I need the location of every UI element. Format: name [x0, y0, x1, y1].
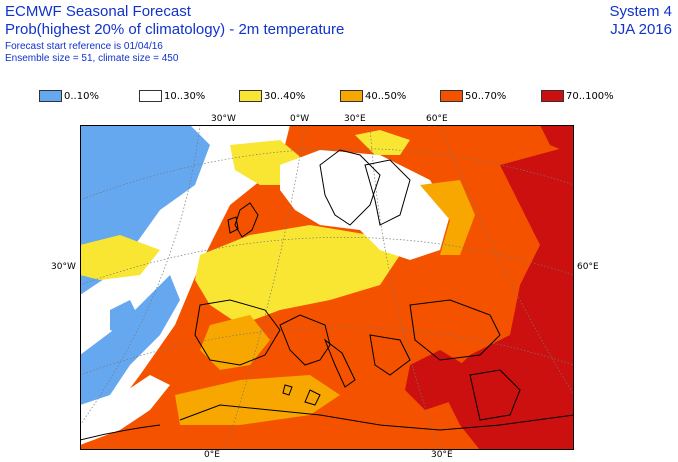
- legend-swatch-10-30: [139, 90, 162, 102]
- lon-label-30e-bottom: 30°E: [431, 450, 453, 460]
- region-30-40-central: [195, 225, 400, 325]
- legend-item: 30..40%: [239, 89, 305, 103]
- region-0-10-spot: [110, 300, 140, 335]
- ensemble-info: Ensemble size = 51, climate size = 450: [5, 53, 179, 64]
- map-canvas: [80, 125, 574, 450]
- probability-map: [80, 125, 574, 450]
- lon-label-0e-bottom: 0°E: [204, 450, 220, 460]
- legend-label: 40..50%: [365, 90, 407, 102]
- legend-swatch-50-70: [440, 90, 463, 102]
- coastlines: [80, 149, 574, 441]
- legend-item: 0..10%: [39, 89, 99, 103]
- legend-label: 30..40%: [264, 90, 306, 102]
- map-subtitle: Prob(highest 20% of climatology) - 2m te…: [5, 21, 345, 38]
- legend-item: 10..30%: [139, 89, 205, 103]
- legend-item: 70..100%: [541, 89, 614, 103]
- region-40-50-iberia: [200, 315, 270, 370]
- region-10-30-sw: [80, 375, 170, 445]
- lon-label-60e-top: 60°E: [426, 114, 448, 124]
- lon-label-30w-left: 30°W: [51, 262, 76, 272]
- header-left: ECMWF Seasonal Forecast Prob(highest 20%…: [5, 3, 344, 65]
- legend: 0..10% 10..30% 30..40% 40..50% 50..70% 7…: [39, 89, 678, 103]
- lon-label-30w-top: 30°W: [211, 114, 236, 124]
- region-0-10-mid-atlantic: [80, 275, 180, 405]
- header-right: System 4 JJA 2016: [609, 3, 672, 39]
- region-70-100-balkan: [405, 350, 465, 410]
- legend-label: 50..70%: [465, 90, 507, 102]
- legend-item: 50..70%: [440, 89, 506, 103]
- legend-label: 0..10%: [64, 90, 99, 102]
- legend-label: 70..100%: [566, 90, 614, 102]
- legend-swatch-70-100: [541, 90, 564, 102]
- region-70-100-east: [440, 145, 574, 450]
- legend-swatch-0-10: [39, 90, 62, 102]
- legend-swatch-30-40: [239, 90, 262, 102]
- season-label: JJA 2016: [610, 21, 672, 38]
- forecast-reference: Forecast start reference is 01/04/16: [5, 41, 163, 52]
- system-label: System 4: [609, 3, 672, 20]
- lon-label-60e-right: 60°E: [577, 262, 599, 272]
- region-30-40-west: [80, 235, 160, 280]
- lon-label-30e-top: 30°E: [344, 114, 366, 124]
- legend-swatch-40-50: [340, 90, 363, 102]
- legend-label: 10..30%: [164, 90, 206, 102]
- region-70-100-ne: [540, 125, 574, 155]
- graticule: [80, 125, 574, 450]
- region-40-50-east-edge: [420, 180, 475, 255]
- map-frame: [80, 125, 574, 450]
- lon-label-0w-top: 0°W: [290, 114, 310, 124]
- legend-item: 40..50%: [340, 89, 406, 103]
- map-title: ECMWF Seasonal Forecast: [5, 3, 191, 20]
